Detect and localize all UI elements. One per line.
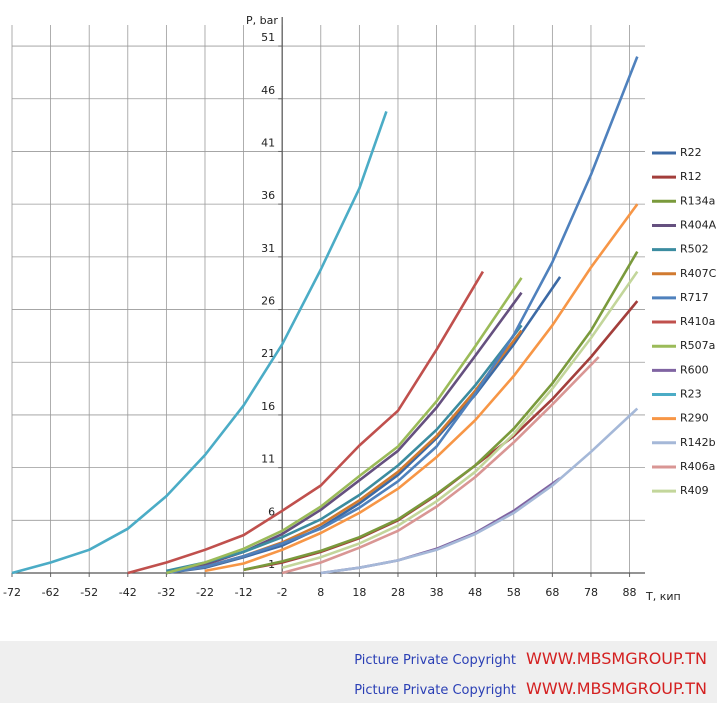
x-tick-label: -52 bbox=[80, 586, 98, 599]
footer-link[interactable]: WWW.MBSMGROUP.TN bbox=[526, 679, 707, 698]
x-tick-label: 8 bbox=[317, 586, 324, 599]
series-line bbox=[166, 277, 523, 575]
x-tick-label: -22 bbox=[196, 586, 214, 599]
series-line bbox=[166, 324, 523, 573]
x-tick-label: 28 bbox=[391, 586, 405, 599]
y-tick-label: 16 bbox=[261, 400, 275, 413]
footer: Picture Private Copyright WWW.MBSMGROUP.T… bbox=[0, 641, 717, 703]
x-tick-label: 58 bbox=[507, 586, 521, 599]
legend-label: R404A bbox=[680, 218, 717, 231]
legend-label: R410a bbox=[680, 315, 715, 328]
y-tick-label: 41 bbox=[261, 136, 275, 149]
legend-label: R22 bbox=[680, 146, 702, 159]
legend-label: R407C bbox=[680, 267, 717, 280]
y-tick-label: 36 bbox=[261, 189, 275, 202]
y-tick-label: 11 bbox=[261, 453, 275, 466]
legend-label: R600 bbox=[680, 363, 709, 376]
x-tick-label: -12 bbox=[235, 586, 253, 599]
series-line bbox=[166, 291, 523, 575]
footer-link[interactable]: WWW.MBSMGROUP.TN bbox=[526, 649, 707, 668]
x-tick-label: 88 bbox=[623, 586, 637, 599]
y-tick-label: 46 bbox=[261, 84, 275, 97]
legend-label: R290 bbox=[680, 412, 709, 425]
series-line bbox=[204, 203, 639, 573]
legend-label: R507a bbox=[680, 339, 715, 352]
x-tick-label: 38 bbox=[430, 586, 444, 599]
legend-label: R717 bbox=[680, 291, 709, 304]
footer-text: Picture Private Copyright bbox=[354, 653, 517, 668]
series-line bbox=[243, 250, 639, 572]
x-axis-label: T, кип bbox=[645, 590, 681, 603]
y-axis-label: P, bar bbox=[246, 14, 278, 27]
legend-label: R406a bbox=[680, 460, 715, 473]
series-line bbox=[127, 270, 485, 575]
legend-label: R134a bbox=[680, 194, 715, 207]
x-tick-label: -72 bbox=[3, 586, 21, 599]
x-tick-label: 18 bbox=[352, 586, 366, 599]
y-tick-label: 26 bbox=[261, 295, 275, 308]
x-tick-label: 68 bbox=[545, 586, 559, 599]
footer-row: Picture Private Copyright WWW.MBSMGROUP.T… bbox=[354, 649, 707, 668]
legend-label: R142b bbox=[680, 436, 716, 449]
x-tick-label: -62 bbox=[42, 586, 60, 599]
series-line bbox=[281, 356, 600, 575]
x-tick-label: -2 bbox=[277, 586, 288, 599]
series-line bbox=[281, 270, 639, 569]
y-tick-label: 6 bbox=[268, 505, 275, 518]
x-tick-label: 48 bbox=[468, 586, 482, 599]
legend-label: R502 bbox=[680, 243, 709, 256]
x-tick-label: -42 bbox=[119, 586, 137, 599]
x-tick-label: 78 bbox=[584, 586, 598, 599]
series-line bbox=[320, 407, 639, 575]
legend-label: R12 bbox=[680, 170, 702, 183]
y-tick-label: 51 bbox=[261, 31, 275, 44]
footer-text: Picture Private Copyright bbox=[354, 683, 517, 698]
series-line bbox=[166, 56, 639, 575]
legend-label: R23 bbox=[680, 388, 702, 401]
y-tick-label: 21 bbox=[261, 347, 275, 360]
footer-row: Picture Private Copyright WWW.MBSMGROUP.T… bbox=[354, 679, 707, 698]
x-tick-label: -32 bbox=[157, 586, 175, 599]
series-line bbox=[11, 110, 388, 575]
legend-label: R409 bbox=[680, 484, 709, 497]
y-tick-label: 31 bbox=[261, 242, 275, 255]
